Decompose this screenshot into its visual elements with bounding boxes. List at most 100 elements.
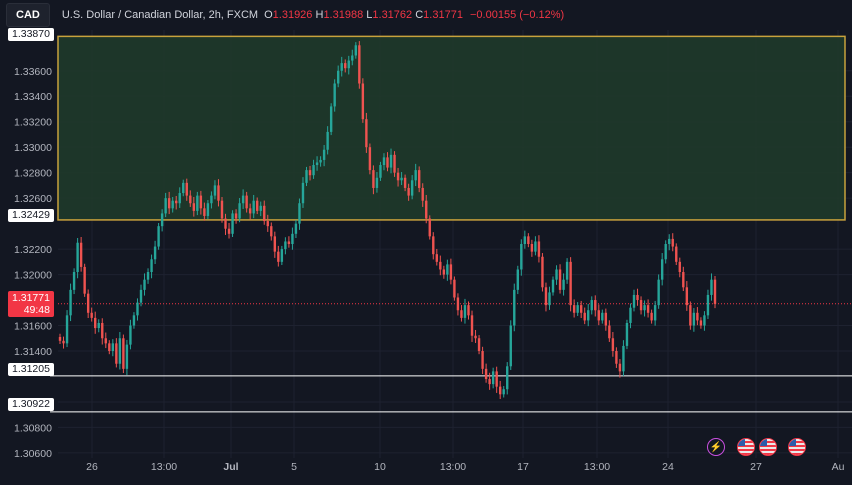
level-tag-4[interactable]: 1.30922 [8, 398, 54, 411]
candle-body [238, 203, 241, 219]
candle-body [615, 351, 618, 364]
us-flag-icon[interactable] [759, 438, 777, 456]
price-tick-label: 1.32200 [14, 244, 52, 256]
candle-body [629, 307, 632, 323]
high-key: H [315, 9, 324, 21]
current-price-tag: 1.31771 49:48 [8, 291, 54, 317]
candle-body [632, 294, 636, 308]
candle-body [171, 200, 174, 209]
candle-body [263, 205, 266, 222]
candle-body [308, 170, 312, 176]
candle-body [213, 185, 217, 196]
candle-body [657, 279, 660, 306]
time-tick-label: 13:00 [440, 461, 466, 473]
candle-body [572, 305, 576, 313]
candle-body [315, 162, 319, 166]
candle-body [569, 261, 572, 306]
price-tick-label: 1.32000 [14, 270, 52, 282]
candle-body [551, 279, 555, 293]
candle-body [548, 292, 551, 306]
candle-body [294, 223, 298, 234]
candle-body [182, 182, 185, 194]
candle-body [185, 182, 188, 196]
candle-body [178, 193, 181, 204]
candle-body [322, 149, 326, 160]
candle-body [104, 338, 107, 344]
candle-body [460, 310, 463, 318]
candle-body [189, 195, 192, 204]
legend-bar: CAD U.S. Dollar / Canadian Dollar, 2h, F… [0, 0, 852, 30]
candle-body [396, 172, 400, 181]
candle-body [157, 226, 160, 247]
candle-body [153, 246, 157, 260]
candle-body [710, 279, 713, 295]
candle-body [192, 203, 196, 211]
candle-body [234, 213, 238, 219]
candle-body [94, 317, 97, 329]
candle-body [601, 312, 604, 321]
candle-body [196, 195, 199, 211]
candle-body [449, 264, 453, 280]
open-value: 1.31926 [272, 9, 313, 21]
candle-body [344, 63, 347, 69]
time-tick-label: 27 [750, 461, 762, 473]
candle-body [583, 312, 586, 321]
candle-body [611, 338, 615, 351]
candle-body [393, 154, 396, 173]
candle-body [270, 226, 273, 237]
candle-body [678, 261, 681, 273]
us-flag-icon[interactable] [737, 438, 755, 456]
level-tag-2[interactable]: 1.32429 [8, 209, 54, 222]
candle-body [291, 233, 294, 244]
candle-body [417, 170, 421, 188]
candle-body [287, 241, 291, 244]
candle-body [252, 200, 255, 214]
candle-body [83, 266, 86, 294]
candle-body [456, 297, 460, 311]
lightning-icon[interactable]: ⚡ [707, 438, 725, 456]
candle-body [277, 251, 280, 262]
high-value: 1.31988 [323, 9, 364, 21]
candle-body [150, 259, 153, 273]
candle-body [160, 213, 164, 227]
time-tick-label: 26 [86, 461, 98, 473]
candle-body [386, 157, 389, 168]
time-tick-label: 24 [662, 461, 674, 473]
candle-body [421, 187, 424, 201]
open-key: O [264, 9, 273, 21]
us-flag-icon[interactable] [788, 438, 806, 456]
candle-body [266, 221, 269, 227]
price-tick-label: 1.32800 [14, 168, 52, 180]
price-tick-label: 1.31600 [14, 321, 52, 333]
symbol-title[interactable]: U.S. Dollar / Canadian Dollar, 2h, FXCM [61, 9, 259, 21]
time-tick-label: 5 [291, 461, 297, 473]
candle-body [495, 371, 498, 387]
candle-body [594, 300, 597, 311]
candle-body [231, 213, 234, 234]
candle-body [622, 345, 625, 372]
candle-body [248, 208, 252, 214]
level-tag-1[interactable]: 1.33870 [8, 28, 54, 41]
candle-body [129, 325, 132, 345]
zone-rect [57, 35, 846, 221]
candle-body [516, 269, 519, 290]
candle-body [477, 338, 481, 351]
candle-body [453, 279, 456, 298]
candle-body [227, 228, 231, 234]
candle-body [439, 261, 442, 270]
candle-body [713, 279, 717, 304]
candle-body [618, 363, 622, 372]
candle-body [256, 200, 259, 211]
symbol-button[interactable]: CAD [6, 3, 50, 27]
candle-body [403, 177, 407, 188]
candle-body [685, 287, 689, 306]
candle-body [706, 294, 710, 316]
candle-body [410, 180, 414, 196]
level-tag-3[interactable]: 1.31205 [8, 363, 54, 376]
candle-body [167, 198, 171, 209]
price-tick-label: 1.33400 [14, 91, 52, 103]
candle-body [136, 302, 139, 316]
countdown-label: 49:48 [23, 304, 50, 316]
